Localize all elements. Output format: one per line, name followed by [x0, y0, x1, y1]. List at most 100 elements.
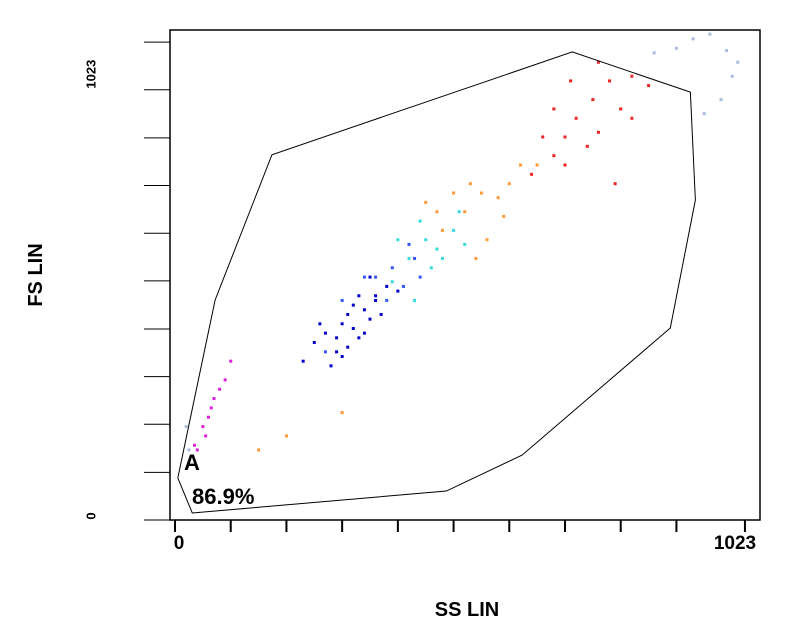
y-tick-label: 1023: [83, 60, 98, 89]
scatter-point: [212, 397, 216, 401]
scatter-point: [596, 130, 600, 134]
scatter-point: [284, 434, 288, 438]
scatter-point: [368, 275, 372, 279]
scatter-point: [218, 387, 222, 391]
scatter-point: [596, 60, 600, 64]
scatter-point: [485, 238, 489, 242]
scatter-point: [223, 378, 227, 382]
scatter-point: [346, 312, 350, 316]
scatter-point: [204, 434, 208, 438]
scatter-point: [440, 256, 444, 260]
scatter-point: [435, 247, 439, 251]
scatter-point: [702, 112, 706, 116]
scatter-point: [323, 350, 327, 354]
scatter-point: [585, 144, 589, 148]
scatter-point: [340, 298, 344, 302]
scatter-point: [346, 345, 350, 349]
scatter-point: [390, 280, 394, 284]
scatter-point: [418, 275, 422, 279]
gate-outline: [177, 51, 696, 514]
scatter-point: [502, 214, 506, 218]
scatter-point: [691, 37, 695, 41]
scatter-point: [201, 425, 205, 429]
scatter-point: [362, 308, 366, 312]
scatter-point: [435, 210, 439, 214]
scatter-point: [340, 411, 344, 415]
scatter-point: [335, 350, 339, 354]
scatter-point: [591, 98, 595, 102]
scatter-point: [357, 336, 361, 340]
scatter-point: [496, 196, 500, 200]
scatter-point: [329, 364, 333, 368]
scatter-point: [407, 256, 411, 260]
scatter-point: [452, 191, 456, 195]
scatter-point: [474, 256, 478, 260]
x-tick-label: 1023: [714, 533, 756, 554]
scatter-point: [335, 336, 339, 340]
scatter-point: [187, 448, 191, 452]
scatter-point: [396, 238, 400, 242]
scatter-point: [385, 284, 389, 288]
scatter-point: [569, 79, 573, 83]
scatter-point: [257, 448, 261, 452]
scatter-point: [184, 425, 188, 429]
scatter-point: [630, 116, 634, 120]
scatter-point: [440, 228, 444, 232]
scatter-point: [206, 415, 210, 419]
scatter-point: [229, 359, 233, 363]
scatter-point: [362, 331, 366, 335]
scatter-point: [413, 256, 417, 260]
scatter-point: [468, 182, 472, 186]
gate-percent: 86.9%: [192, 484, 254, 509]
scatter-point: [725, 49, 729, 53]
scatter-point: [407, 242, 411, 246]
scatter-point: [518, 163, 522, 167]
scatter-point: [647, 84, 651, 88]
scatter-point: [424, 238, 428, 242]
scatter-point: [357, 294, 361, 298]
scatter-point: [630, 74, 634, 78]
scatter-point: [385, 298, 389, 302]
scatter-point: [368, 317, 372, 321]
scatter-point: [379, 312, 383, 316]
scatter-point: [374, 294, 378, 298]
scatter-point: [457, 210, 461, 214]
scatter-point: [552, 154, 556, 158]
scatter-point: [374, 275, 378, 279]
scatter-point: [730, 74, 734, 78]
scatter-point: [396, 289, 400, 293]
scatter-point: [463, 210, 467, 214]
scatter-point: [351, 303, 355, 307]
scatter-point: [619, 107, 623, 111]
scatter-point: [401, 284, 405, 288]
scatter-point: [479, 191, 483, 195]
scatter-point: [340, 322, 344, 326]
scatter-point: [351, 326, 355, 330]
scatter-point: [608, 79, 612, 83]
x-axis-label: SS LIN: [435, 599, 499, 621]
gate-label: A: [184, 450, 200, 475]
scatter-point: [563, 135, 567, 139]
scatter-point: [301, 359, 305, 363]
x-tick-label: 0: [174, 533, 185, 554]
scatter-point: [541, 135, 545, 139]
scatter-point: [530, 172, 534, 176]
scatter-point: [574, 116, 578, 120]
scatter-point: [708, 32, 712, 36]
scatter-point: [463, 242, 467, 246]
scatter-point: [736, 60, 740, 64]
scatter-point: [552, 107, 556, 111]
scatter-point: [674, 46, 678, 50]
scatter-point: [429, 266, 433, 270]
scatter-point: [323, 331, 327, 335]
y-axis-label: FS LIN: [25, 243, 47, 306]
scatter-point: [719, 98, 723, 102]
scatter-point: [362, 275, 366, 279]
scatter-point: [340, 355, 344, 359]
scatter-point: [563, 163, 567, 167]
scatter-point: [424, 200, 428, 204]
scatter-point: [535, 163, 539, 167]
scatter-point: [312, 340, 316, 344]
scatter-point: [613, 182, 617, 186]
